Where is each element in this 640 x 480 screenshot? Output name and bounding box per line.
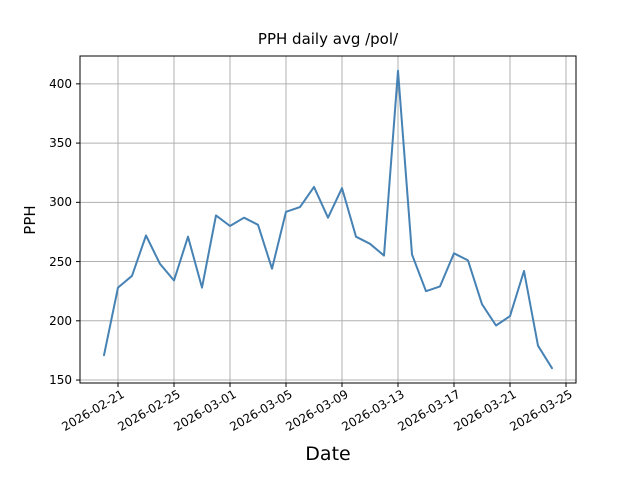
data-line: [103, 69, 553, 370]
y-tick-label: 300: [49, 195, 72, 210]
y-tick-label: 250: [49, 254, 72, 269]
y-tick-label: 350: [49, 136, 72, 151]
y-tick-label: 200: [49, 313, 72, 328]
y-tick-label: 400: [49, 76, 72, 91]
y-tick-label: 150: [49, 373, 72, 388]
chart-title: PPH daily avg /pol/: [257, 30, 399, 48]
y-axis-label: PPH: [21, 205, 39, 235]
x-axis-label: Date: [305, 443, 351, 465]
axes-frame: [79, 55, 577, 384]
